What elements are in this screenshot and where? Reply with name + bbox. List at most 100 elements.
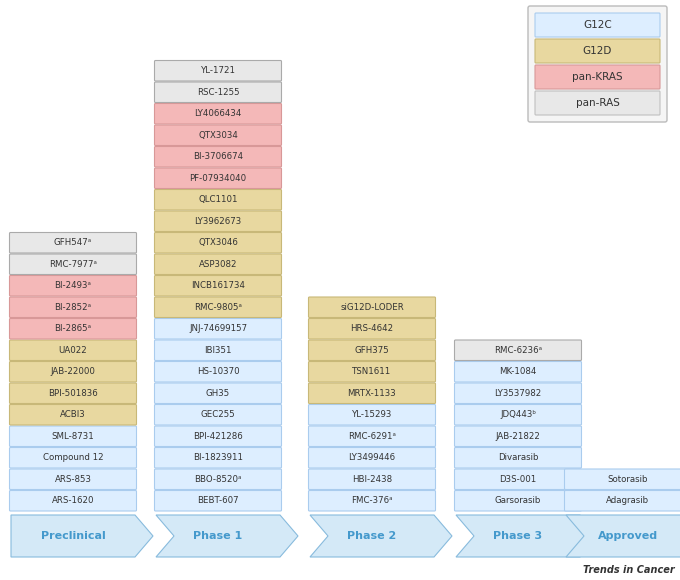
- FancyBboxPatch shape: [528, 6, 667, 122]
- FancyBboxPatch shape: [10, 254, 137, 274]
- Text: JNJ-74699157: JNJ-74699157: [189, 324, 247, 334]
- Text: BPI-501836: BPI-501836: [48, 389, 98, 398]
- Text: Divarasib: Divarasib: [498, 453, 539, 462]
- FancyBboxPatch shape: [454, 491, 581, 511]
- Text: Sotorasib: Sotorasib: [608, 475, 648, 484]
- FancyBboxPatch shape: [154, 233, 282, 253]
- Text: GH35: GH35: [206, 389, 230, 398]
- Text: JAB-22000: JAB-22000: [50, 367, 95, 376]
- Text: ARS-1620: ARS-1620: [52, 496, 95, 505]
- Polygon shape: [310, 515, 452, 557]
- Text: HBI-2438: HBI-2438: [352, 475, 392, 484]
- Text: Phase 2: Phase 2: [347, 531, 396, 541]
- Text: SML-8731: SML-8731: [52, 432, 95, 441]
- FancyBboxPatch shape: [535, 65, 660, 89]
- FancyBboxPatch shape: [154, 190, 282, 210]
- FancyBboxPatch shape: [454, 340, 581, 361]
- FancyBboxPatch shape: [535, 91, 660, 115]
- Text: YL-1721: YL-1721: [201, 66, 235, 75]
- Text: Approved: Approved: [598, 531, 658, 541]
- Text: G12C: G12C: [583, 20, 612, 30]
- FancyBboxPatch shape: [309, 491, 435, 511]
- FancyBboxPatch shape: [454, 448, 581, 468]
- Text: BPI-421286: BPI-421286: [193, 432, 243, 441]
- Polygon shape: [566, 515, 680, 557]
- Text: LY4066434: LY4066434: [194, 109, 241, 118]
- Text: Compound 12: Compound 12: [43, 453, 103, 462]
- Text: BBO-8520ᵃ: BBO-8520ᵃ: [194, 475, 241, 484]
- FancyBboxPatch shape: [10, 276, 137, 296]
- Polygon shape: [156, 515, 298, 557]
- Text: BEBT-607: BEBT-607: [197, 496, 239, 505]
- FancyBboxPatch shape: [154, 361, 282, 382]
- Text: ACBI3: ACBI3: [60, 410, 86, 419]
- FancyBboxPatch shape: [154, 276, 282, 296]
- FancyBboxPatch shape: [10, 233, 137, 253]
- FancyBboxPatch shape: [10, 426, 137, 447]
- FancyBboxPatch shape: [10, 297, 137, 317]
- Text: G12D: G12D: [583, 46, 612, 56]
- FancyBboxPatch shape: [454, 426, 581, 447]
- FancyBboxPatch shape: [535, 13, 660, 37]
- Polygon shape: [456, 515, 598, 557]
- Text: Garsorasib: Garsorasib: [495, 496, 541, 505]
- FancyBboxPatch shape: [154, 340, 282, 361]
- Text: GFH547ᵃ: GFH547ᵃ: [54, 238, 92, 247]
- FancyBboxPatch shape: [154, 383, 282, 404]
- FancyBboxPatch shape: [309, 361, 435, 382]
- FancyBboxPatch shape: [10, 491, 137, 511]
- Text: ARS-853: ARS-853: [54, 475, 92, 484]
- Text: PF-07934040: PF-07934040: [190, 174, 247, 183]
- FancyBboxPatch shape: [154, 60, 282, 81]
- FancyBboxPatch shape: [154, 103, 282, 124]
- FancyBboxPatch shape: [309, 318, 435, 339]
- FancyBboxPatch shape: [154, 147, 282, 167]
- FancyBboxPatch shape: [154, 125, 282, 146]
- FancyBboxPatch shape: [309, 297, 435, 317]
- Polygon shape: [11, 515, 153, 557]
- FancyBboxPatch shape: [454, 404, 581, 425]
- Text: GFH375: GFH375: [355, 346, 390, 355]
- Text: RSC-1255: RSC-1255: [197, 88, 239, 97]
- Text: pan-RAS: pan-RAS: [575, 98, 619, 108]
- FancyBboxPatch shape: [154, 318, 282, 339]
- FancyBboxPatch shape: [154, 211, 282, 231]
- Text: JDQ443ᵇ: JDQ443ᵇ: [500, 410, 536, 419]
- FancyBboxPatch shape: [10, 404, 137, 425]
- FancyBboxPatch shape: [10, 340, 137, 361]
- FancyBboxPatch shape: [154, 404, 282, 425]
- Text: RMC-6291ᵃ: RMC-6291ᵃ: [348, 432, 396, 441]
- Text: YL-15293: YL-15293: [352, 410, 392, 419]
- FancyBboxPatch shape: [309, 426, 435, 447]
- Text: JAB-21822: JAB-21822: [496, 432, 541, 441]
- Text: BI-1823911: BI-1823911: [193, 453, 243, 462]
- FancyBboxPatch shape: [309, 383, 435, 404]
- Text: INCB161734: INCB161734: [191, 281, 245, 290]
- Text: IBI351: IBI351: [204, 346, 232, 355]
- Text: Preclinical: Preclinical: [41, 531, 105, 541]
- Text: ASP3082: ASP3082: [199, 260, 237, 269]
- Text: pan-KRAS: pan-KRAS: [572, 72, 623, 82]
- FancyBboxPatch shape: [535, 39, 660, 63]
- Text: GEC255: GEC255: [201, 410, 235, 419]
- Text: D3S-001: D3S-001: [499, 475, 537, 484]
- FancyBboxPatch shape: [10, 469, 137, 490]
- FancyBboxPatch shape: [154, 448, 282, 468]
- Text: siG12D-LODER: siG12D-LODER: [340, 303, 404, 312]
- Text: HRS-4642: HRS-4642: [350, 324, 394, 334]
- Text: BI-2852ᵃ: BI-2852ᵃ: [54, 303, 92, 312]
- Text: LY3962673: LY3962673: [194, 217, 241, 226]
- Text: LY3499446: LY3499446: [348, 453, 396, 462]
- Text: LY3537982: LY3537982: [494, 389, 542, 398]
- FancyBboxPatch shape: [454, 383, 581, 404]
- FancyBboxPatch shape: [309, 340, 435, 361]
- Text: Phase 1: Phase 1: [193, 531, 243, 541]
- FancyBboxPatch shape: [154, 469, 282, 490]
- Text: HS-10370: HS-10370: [197, 367, 239, 376]
- Text: BI-2493ᵃ: BI-2493ᵃ: [54, 281, 91, 290]
- FancyBboxPatch shape: [154, 297, 282, 317]
- Text: RMC-7977ᵃ: RMC-7977ᵃ: [49, 260, 97, 269]
- Text: QTX3046: QTX3046: [198, 238, 238, 247]
- FancyBboxPatch shape: [309, 469, 435, 490]
- FancyBboxPatch shape: [454, 469, 581, 490]
